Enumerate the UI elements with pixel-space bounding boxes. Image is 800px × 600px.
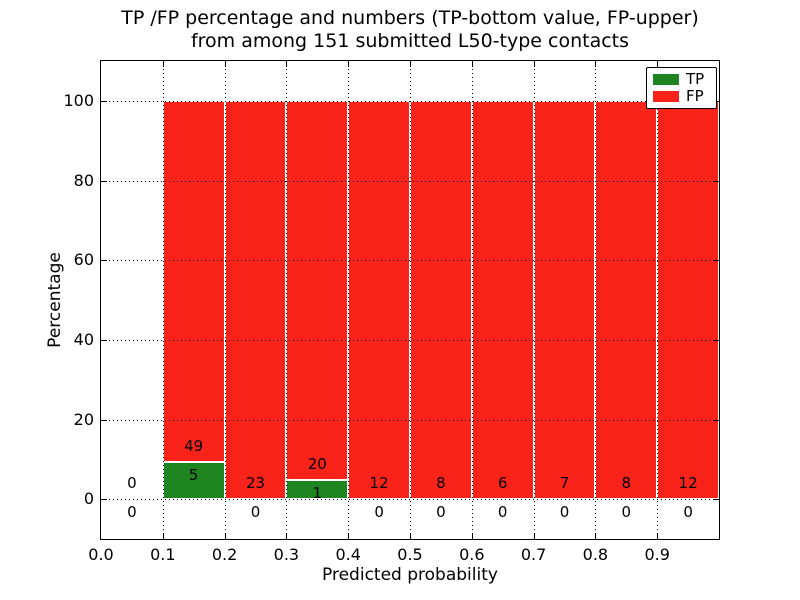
tp-count-label: 0 xyxy=(621,503,632,522)
tp-count-label: 0 xyxy=(683,503,693,522)
x-axis-label: Predicted probability xyxy=(322,565,498,585)
tp-count-label: 1 xyxy=(312,484,323,503)
v-gridline xyxy=(410,61,411,539)
y-tick-label: 60 xyxy=(73,250,94,270)
chart-title: TP /FP percentage and numbers (TP-bottom… xyxy=(100,7,720,53)
y-tick-label: 20 xyxy=(73,409,94,429)
y-tick xyxy=(101,260,107,262)
tp-count-label: 0 xyxy=(497,503,508,522)
x-tick xyxy=(286,61,288,67)
x-tick xyxy=(533,533,535,539)
x-tick-label: 0.2 xyxy=(211,545,238,564)
y-tick-label: 80 xyxy=(73,170,94,190)
y-tick xyxy=(101,100,107,102)
fp-bar-segment xyxy=(657,100,719,500)
fp-count-label: 8 xyxy=(436,474,446,493)
v-gridline xyxy=(595,61,597,539)
tp-count-label: 5 xyxy=(188,466,199,485)
fp-bar-segment xyxy=(286,100,349,481)
x-tick-label: 0.3 xyxy=(273,545,300,564)
x-tick xyxy=(471,61,473,67)
x-tick xyxy=(348,61,350,67)
fp-count-label: 6 xyxy=(497,474,508,493)
x-tick-label: 0.8 xyxy=(582,545,609,564)
x-tick xyxy=(286,533,288,539)
y-tick xyxy=(713,180,719,182)
y-tick xyxy=(101,499,107,501)
y-tick xyxy=(101,419,107,421)
fp-count-label: 12 xyxy=(678,474,698,493)
legend-row-fp: FP xyxy=(653,89,710,104)
x-tick-label: 0.6 xyxy=(459,545,485,564)
y-tick xyxy=(713,419,719,421)
x-tick-label: 0.4 xyxy=(335,545,361,564)
x-tick-label: 0.1 xyxy=(150,545,176,564)
legend-label-fp: FP xyxy=(686,87,704,105)
fp-count-label: 7 xyxy=(559,474,570,493)
tp-count-label: 0 xyxy=(127,503,137,522)
x-tick xyxy=(657,533,659,539)
v-gridline xyxy=(533,61,535,539)
fp-bar-segment xyxy=(471,100,534,500)
fp-bar-segment xyxy=(162,100,225,463)
y-tick-label: 40 xyxy=(73,329,94,349)
fp-swatch-icon xyxy=(653,91,679,102)
v-gridline xyxy=(286,61,288,539)
legend-label-tp: TP xyxy=(686,70,705,88)
x-tick-label: 0.7 xyxy=(520,545,547,564)
tp-count-label: 0 xyxy=(436,503,446,522)
chart-title-line-1: TP /FP percentage and numbers (TP-bottom… xyxy=(121,7,699,29)
fp-count-label: 23 xyxy=(245,474,266,493)
fp-bar-segment xyxy=(224,100,287,500)
x-tick xyxy=(162,533,164,539)
x-tick-label: 0.9 xyxy=(644,545,670,564)
fp-bar-segment xyxy=(348,100,410,500)
x-tick xyxy=(410,61,411,67)
fp-count-label: 20 xyxy=(307,455,327,474)
x-tick xyxy=(348,533,350,539)
fp-count-label: 0 xyxy=(127,474,137,493)
v-gridline xyxy=(657,61,659,539)
tp-count-label: 0 xyxy=(250,503,261,522)
x-tick xyxy=(162,61,164,67)
v-gridline xyxy=(162,61,164,539)
legend-row-tp: TP xyxy=(653,72,710,87)
x-tick xyxy=(595,533,597,539)
x-tick xyxy=(471,533,473,539)
x-tick xyxy=(533,61,535,67)
fp-bar-segment xyxy=(533,100,596,500)
x-tick xyxy=(595,61,597,67)
v-gridline xyxy=(348,61,350,539)
tp-count-label: 0 xyxy=(559,503,570,522)
v-gridline xyxy=(471,61,473,539)
chart-title-line-2: from among 151 submitted L50-type contac… xyxy=(190,30,630,52)
y-tick xyxy=(101,339,107,341)
x-tick xyxy=(224,61,226,67)
y-tick xyxy=(713,260,719,262)
y-tick-label: 0 xyxy=(83,489,94,509)
y-tick xyxy=(101,180,107,182)
fp-bar-segment xyxy=(410,100,472,500)
fp-bar-segment xyxy=(595,100,658,500)
x-tick-label: 0.0 xyxy=(88,545,114,564)
tp-swatch-icon xyxy=(653,74,679,85)
y-tick xyxy=(713,339,719,341)
fp-count-label: 8 xyxy=(621,474,632,493)
v-gridline xyxy=(224,61,226,539)
fp-count-label: 49 xyxy=(184,437,204,456)
tp-count-label: 0 xyxy=(374,503,384,522)
x-tick xyxy=(410,533,411,539)
fp-count-label: 12 xyxy=(369,474,389,493)
plot-area xyxy=(100,60,720,540)
x-tick xyxy=(224,533,226,539)
y-tick xyxy=(713,499,719,501)
x-tick-label: 0.5 xyxy=(397,545,423,564)
x-tick xyxy=(657,61,659,67)
y-tick-label: 100 xyxy=(63,90,94,110)
legend: TP FP xyxy=(646,67,717,109)
